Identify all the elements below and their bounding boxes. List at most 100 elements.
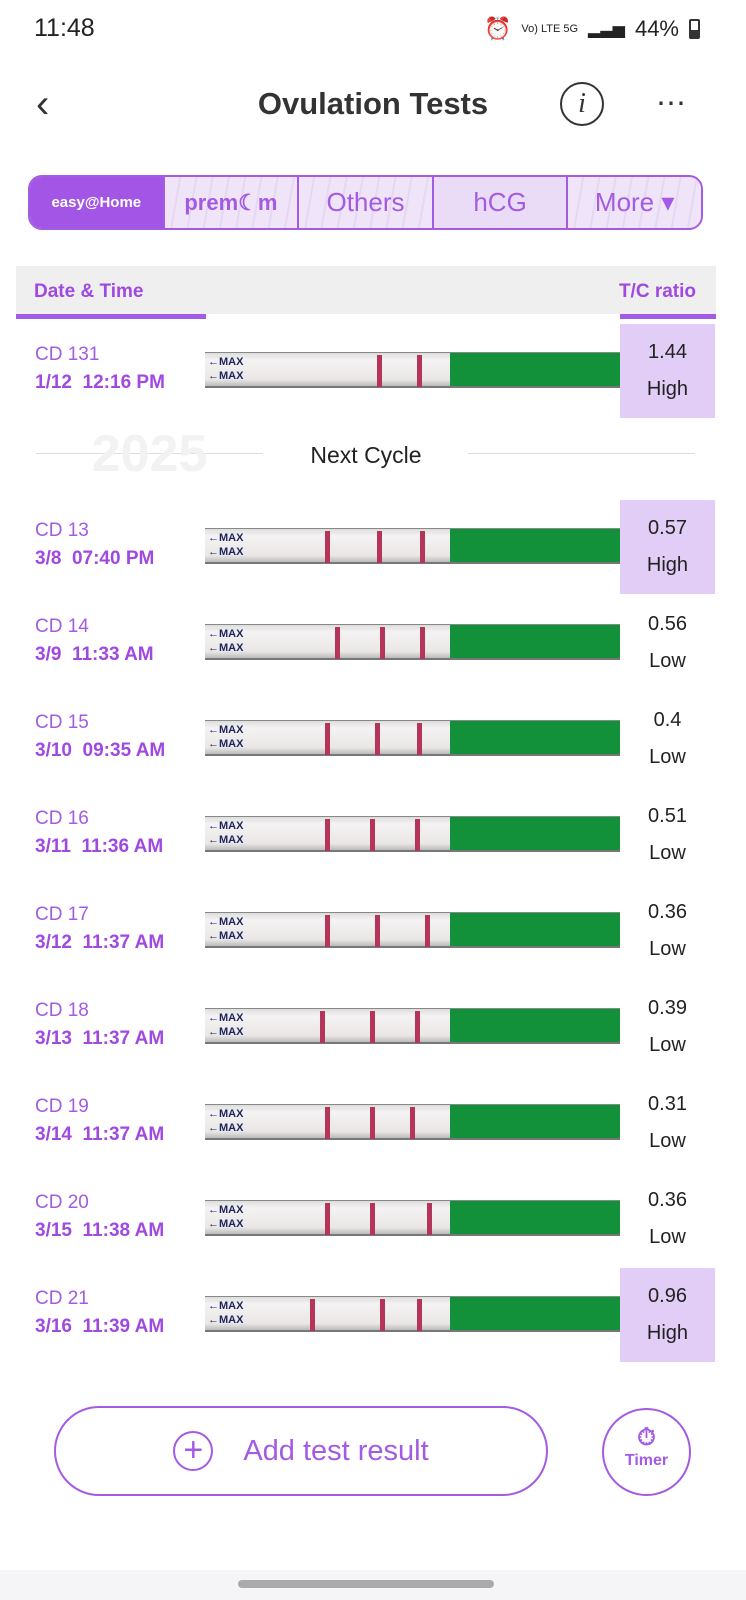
strip-handle xyxy=(450,817,620,850)
test-line xyxy=(425,915,430,947)
cycle-day: CD 14 xyxy=(35,616,89,637)
tab-more-dropdown[interactable]: More ▾ xyxy=(566,177,701,228)
tc-ratio-cell: 0.36 Low xyxy=(620,1172,715,1266)
stopwatch-icon: ⏱ xyxy=(637,1424,656,1451)
battery-level: 44% xyxy=(634,16,679,41)
add-test-result-button[interactable]: + Add test result xyxy=(54,1406,548,1496)
network-indicator: Vo) LTE 5G xyxy=(521,23,579,35)
tc-ratio-level: Low xyxy=(649,650,686,672)
cycle-day: CD 18 xyxy=(35,1000,89,1021)
page-title: Ovulation Tests xyxy=(257,86,489,121)
test-row[interactable]: CD 15 3/10 09:35 AM ←MAX ←MAX 0.4 Low xyxy=(0,690,746,786)
add-test-result-label: Add test result xyxy=(243,1434,429,1467)
test-line xyxy=(380,627,385,659)
test-datetime: 3/8 07:40 PM xyxy=(35,548,155,569)
test-strip-image[interactable]: ←MAX ←MAX xyxy=(205,1104,620,1140)
test-line xyxy=(370,1011,375,1043)
test-strip-image[interactable]: ←MAX ←MAX xyxy=(205,720,620,756)
test-strip-image[interactable]: ←MAX ←MAX xyxy=(205,528,620,564)
column-tc-ratio[interactable]: T/C ratio xyxy=(618,281,696,302)
tc-ratio-value: 0.51 xyxy=(648,805,687,827)
test-row[interactable]: CD 17 3/12 11:37 AM ←MAX ←MAX 0.36 Low xyxy=(0,882,746,978)
test-line xyxy=(320,1011,325,1043)
tc-ratio-value: 0.36 xyxy=(648,901,687,923)
tab-others[interactable]: Others xyxy=(297,177,432,228)
cycle-day: CD 20 xyxy=(35,1192,89,1213)
test-strip-image[interactable]: ←MAX ←MAX xyxy=(205,1296,620,1332)
test-line xyxy=(415,1011,420,1043)
table-header xyxy=(16,266,716,314)
tab-premom[interactable]: prem☾m xyxy=(162,177,298,228)
tc-ratio-level: Low xyxy=(649,938,686,960)
test-datetime: 3/10 09:35 AM xyxy=(35,740,166,761)
test-line xyxy=(325,1107,330,1139)
strip-max-label: ←MAX ←MAX xyxy=(208,532,244,558)
test-line xyxy=(325,819,330,851)
strip-max-label: ←MAX ←MAX xyxy=(208,1204,244,1230)
divider-line xyxy=(468,453,695,454)
tc-ratio-value: 0.39 xyxy=(648,997,687,1019)
test-row[interactable]: CD 13 3/8 07:40 PM ←MAX ←MAX 0.57 High xyxy=(0,498,746,594)
test-datetime: 3/9 11:33 AM xyxy=(35,644,154,665)
tc-ratio-level: Low xyxy=(649,842,686,864)
test-line xyxy=(410,1107,415,1139)
test-line xyxy=(375,723,380,755)
test-line xyxy=(325,1203,330,1235)
test-strip-image[interactable]: ←MAX ←MAX xyxy=(205,912,620,948)
test-line xyxy=(370,1203,375,1235)
strip-handle xyxy=(450,529,620,562)
test-row[interactable]: CD 131 1/12 12:16 PM ←MAX ←MAX 1.44 High xyxy=(0,322,746,418)
tab-hcg[interactable]: hCG xyxy=(431,177,567,228)
header-underline-left xyxy=(16,314,206,319)
test-strip-image[interactable]: ←MAX ←MAX xyxy=(205,624,620,660)
cycle-day: CD 19 xyxy=(35,1096,89,1117)
strip-handle xyxy=(450,625,620,658)
cycle-day: CD 131 xyxy=(35,344,100,365)
back-button[interactable]: ‹ xyxy=(36,82,50,126)
test-strip-image[interactable]: ←MAX ←MAX xyxy=(205,816,620,852)
column-date-time[interactable]: Date & Time xyxy=(34,281,144,302)
tc-ratio-level: High xyxy=(646,554,689,576)
strip-max-label: ←MAX ←MAX xyxy=(208,916,244,942)
tc-ratio-value: 0.56 xyxy=(648,613,687,635)
test-line xyxy=(380,1299,385,1331)
tc-ratio-value: 1.44 xyxy=(648,341,687,363)
test-strip-image[interactable]: ←MAX ←MAX xyxy=(205,1008,620,1044)
timer-button[interactable]: ⏱ Timer xyxy=(602,1408,691,1496)
more-options-button[interactable]: ⋯ xyxy=(656,87,688,120)
tc-ratio-level: Low xyxy=(649,1034,686,1056)
tc-ratio-cell: 0.51 Low xyxy=(620,788,715,882)
cycle-day: CD 15 xyxy=(35,712,89,733)
test-row[interactable]: CD 21 3/16 11:39 AM ←MAX ←MAX 0.96 High xyxy=(0,1266,746,1362)
tc-ratio-cell: 0.4 Low xyxy=(620,692,715,786)
tc-ratio-value: 0.31 xyxy=(648,1093,687,1115)
test-row[interactable]: CD 20 3/15 11:38 AM ←MAX ←MAX 0.36 Low xyxy=(0,1170,746,1266)
strip-max-label: ←MAX ←MAX xyxy=(208,1108,244,1134)
test-line xyxy=(427,1203,432,1235)
info-button[interactable]: i xyxy=(560,82,604,126)
strip-handle xyxy=(450,1297,620,1330)
tc-ratio-value: 0.96 xyxy=(648,1285,687,1307)
tc-ratio-cell: 0.36 Low xyxy=(620,884,715,978)
test-strip-image[interactable]: ←MAX ←MAX xyxy=(205,352,620,388)
test-line xyxy=(377,531,382,563)
test-datetime: 3/13 11:37 AM xyxy=(35,1028,165,1049)
status-icons: ⏰ Vo) LTE 5G ▂▃▅ 44% xyxy=(484,16,700,42)
tc-ratio-cell: 0.96 High xyxy=(620,1268,715,1362)
strip-max-label: ←MAX ←MAX xyxy=(208,820,244,846)
test-row[interactable]: CD 14 3/9 11:33 AM ←MAX ←MAX 0.56 Low xyxy=(0,594,746,690)
test-datetime: 3/11 11:36 AM xyxy=(35,836,164,857)
test-row[interactable]: CD 16 3/11 11:36 AM ←MAX ←MAX 0.51 Low xyxy=(0,786,746,882)
tc-ratio-value: 0.36 xyxy=(648,1189,687,1211)
test-line xyxy=(417,1299,422,1331)
tab-easyhome[interactable]: easy@Home xyxy=(30,177,163,228)
test-row[interactable]: CD 19 3/14 11:37 AM ←MAX ←MAX 0.31 Low xyxy=(0,1074,746,1170)
home-gesture-bar[interactable] xyxy=(238,1580,494,1588)
strip-handle xyxy=(450,353,620,386)
cycle-day: CD 17 xyxy=(35,904,89,925)
test-row[interactable]: CD 18 3/13 11:37 AM ←MAX ←MAX 0.39 Low xyxy=(0,978,746,1074)
test-line xyxy=(370,819,375,851)
strip-max-label: ←MAX ←MAX xyxy=(208,1012,244,1038)
test-strip-image[interactable]: ←MAX ←MAX xyxy=(205,1200,620,1236)
test-line xyxy=(415,819,420,851)
